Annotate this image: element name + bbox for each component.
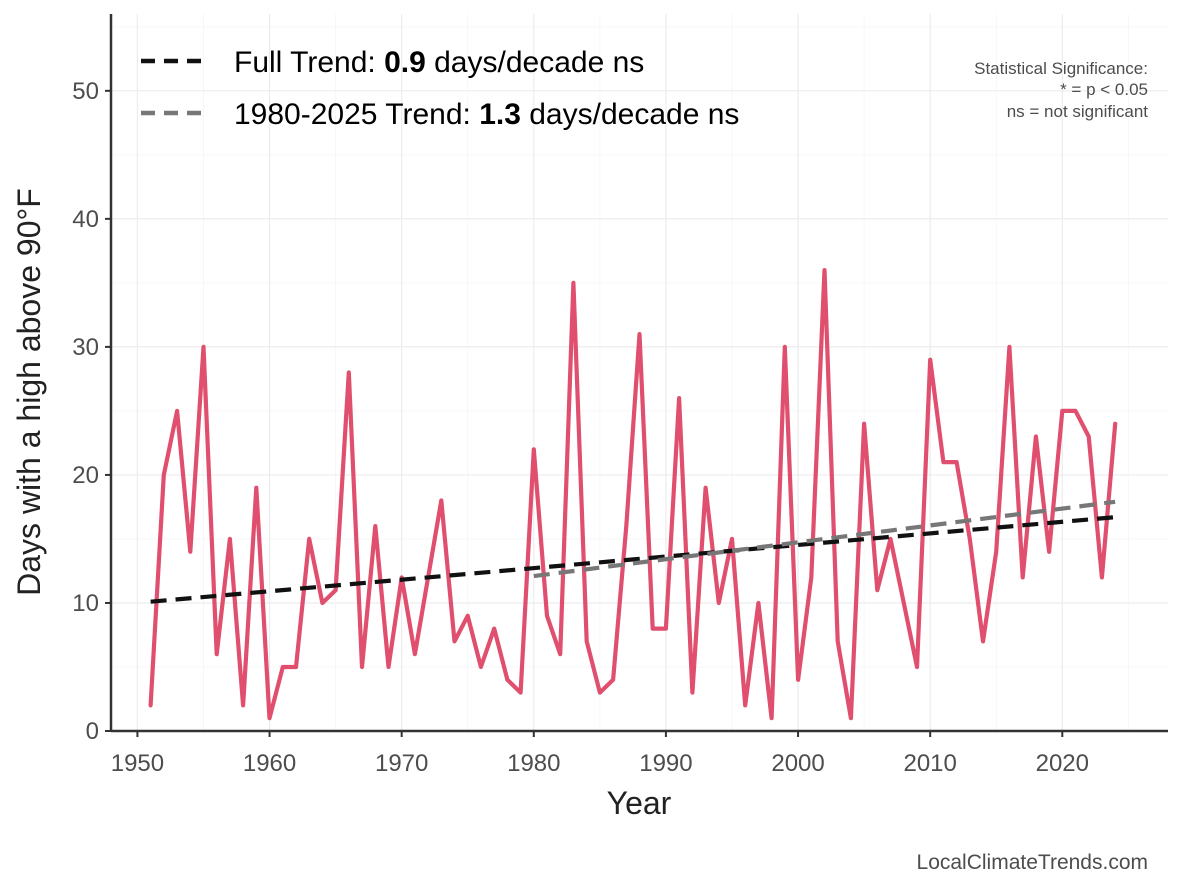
y-tick-label: 30	[72, 334, 99, 361]
significance-note: Statistical Significance: * = p < 0.05 n…	[974, 59, 1148, 121]
significance-line-1: * = p < 0.05	[1060, 80, 1148, 99]
tick-layer: 0 10 20 30 40 50 1950 1960 1970 1980 1990 2000 2010 2…	[72, 78, 1089, 777]
y-tick-label: 20	[72, 462, 99, 489]
axis-layer	[109, 14, 1168, 733]
recent-trend-line	[533, 499, 1116, 579]
x-tick-label: 1980	[507, 750, 560, 777]
y-tick-label: 50	[72, 78, 99, 105]
x-tick-label: 1960	[243, 750, 296, 777]
legend-recent-trend-unit: days/decade ns	[529, 98, 739, 131]
y-axis-title: Days with a high above 90°F	[11, 188, 47, 596]
legend-recent-trend-name: 1980-2025 Trend	[234, 98, 463, 131]
data-layer	[148, 268, 1118, 721]
legend-full-trend-unit: days/decade ns	[434, 46, 644, 79]
x-tick-label: 1950	[111, 750, 164, 777]
x-tick-label: 1990	[639, 750, 692, 777]
legend-recent-trend-slope: 1.3	[479, 98, 521, 131]
x-tick-label: 2000	[771, 750, 824, 777]
series-line	[148, 268, 1118, 721]
legend-full-trend-label: Full Trend: 0.9 days/decade ns	[234, 46, 644, 79]
x-axis-title: Year	[607, 785, 672, 821]
x-tick-label: 1970	[375, 750, 428, 777]
y-tick-label: 0	[86, 718, 99, 745]
credit-text: LocalClimateTrends.com	[917, 851, 1148, 874]
legend-full-trend-name: Full Trend	[234, 46, 367, 79]
x-tick-label: 2020	[1036, 750, 1089, 777]
y-tick-label: 10	[72, 590, 99, 617]
full-trend-line	[150, 515, 1116, 604]
significance-line-2: ns = not significant	[1007, 102, 1149, 121]
x-tick-label: 2010	[903, 750, 956, 777]
legend-full-trend-slope: 0.9	[384, 46, 426, 79]
significance-title: Statistical Significance:	[974, 59, 1148, 78]
legend: Full Trend: 0.9 days/decade ns 1980-2025…	[141, 46, 739, 131]
legend-recent-trend-label: 1980-2025 Trend: 1.3 days/decade ns	[234, 98, 739, 131]
y-tick-label: 40	[72, 206, 99, 233]
